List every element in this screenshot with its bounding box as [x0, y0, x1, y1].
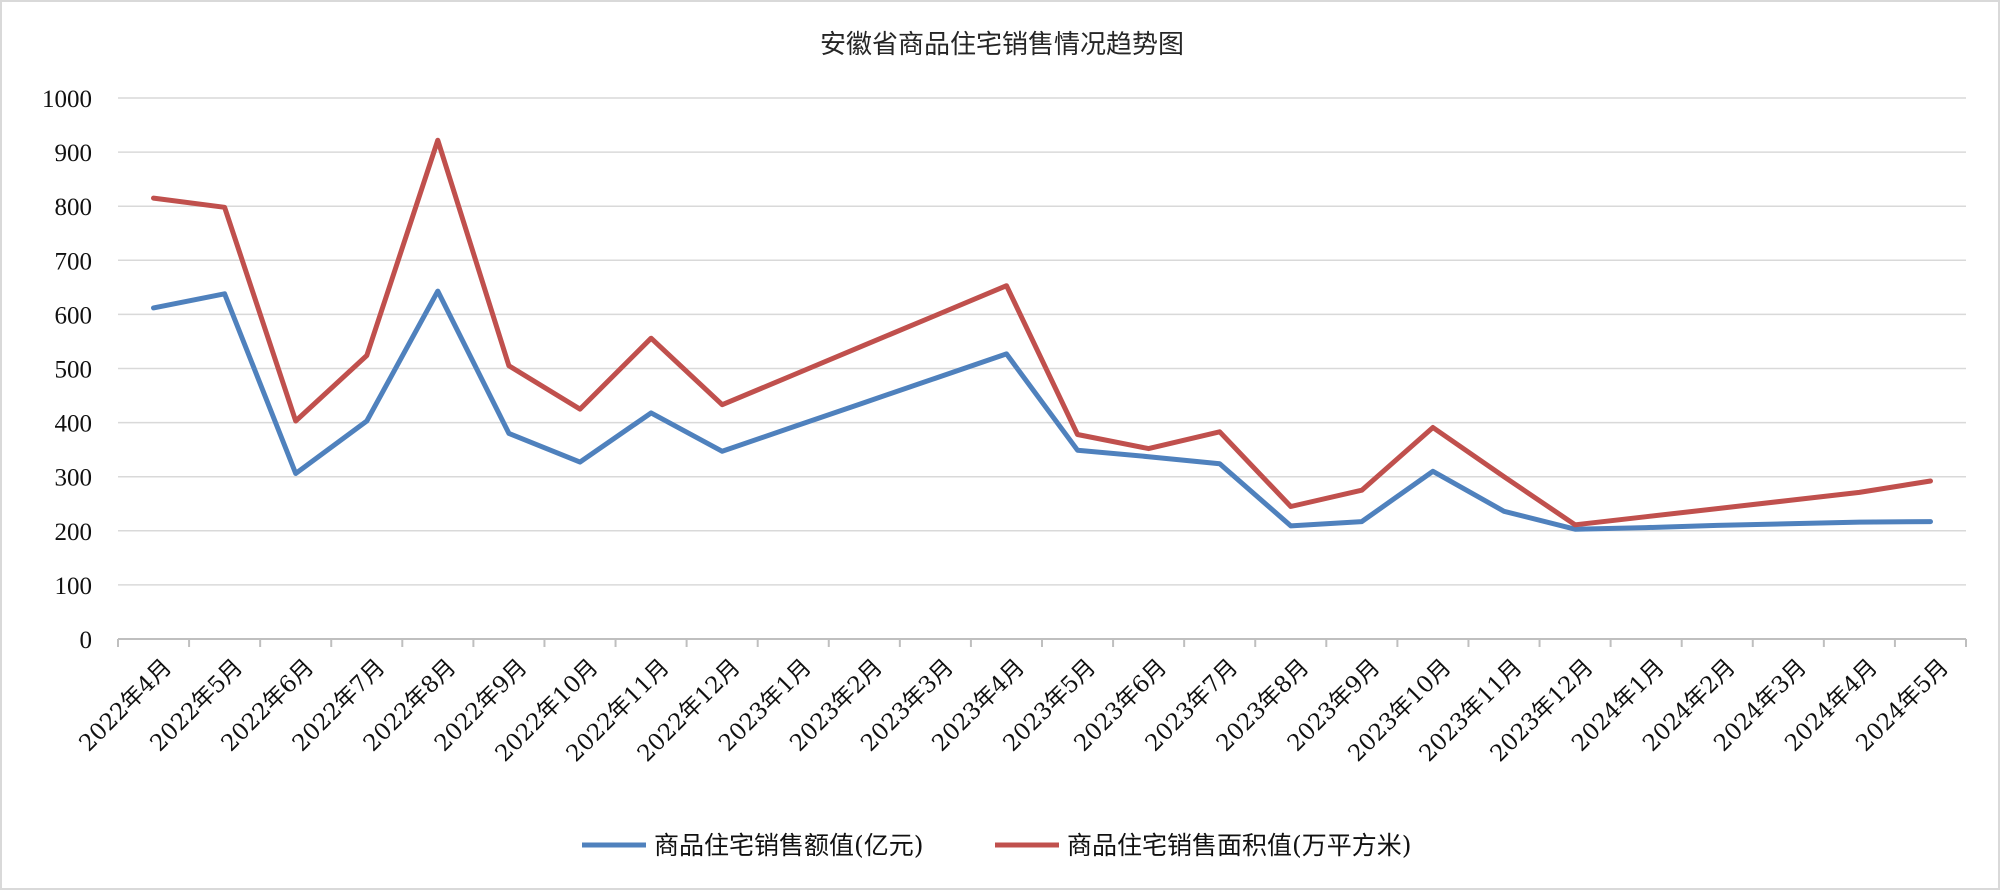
chart-title: 安徽省商品住宅销售情况趋势图: [820, 30, 1184, 60]
y-tick-label: 300: [55, 465, 93, 492]
y-tick-label: 500: [55, 357, 93, 384]
x-axis-tick-labels: 2022年4月2022年5月2022年6月2022年7月2022年8月2022年…: [74, 654, 1954, 767]
series-line-1: [151, 288, 1933, 532]
y-tick-label: 800: [55, 194, 93, 221]
y-axis-tick-labels: 0 100 200 300 400 500 600 700 800 900 1000: [42, 86, 92, 654]
y-tick-label: 100: [55, 573, 93, 600]
y-tick-label: 1000: [42, 86, 92, 113]
y-tick-label: 200: [55, 519, 93, 546]
legend-label-2: 商品住宅销售面积值(万平方米): [1067, 831, 1412, 860]
y-tick-label: 900: [55, 140, 93, 167]
y-tick-label: 700: [55, 248, 93, 275]
axes: [117, 638, 1967, 647]
series-line-2: [151, 137, 1933, 528]
y-tick-label: 400: [55, 411, 93, 438]
legend: 商品住宅销售额值(亿元) 商品住宅销售面积值(万平方米): [582, 831, 1412, 860]
legend-label-1: 商品住宅销售额值(亿元): [654, 831, 924, 860]
y-tick-label: 0: [80, 627, 93, 654]
y-tick-label: 600: [55, 302, 93, 329]
series-lines: [151, 137, 1933, 532]
